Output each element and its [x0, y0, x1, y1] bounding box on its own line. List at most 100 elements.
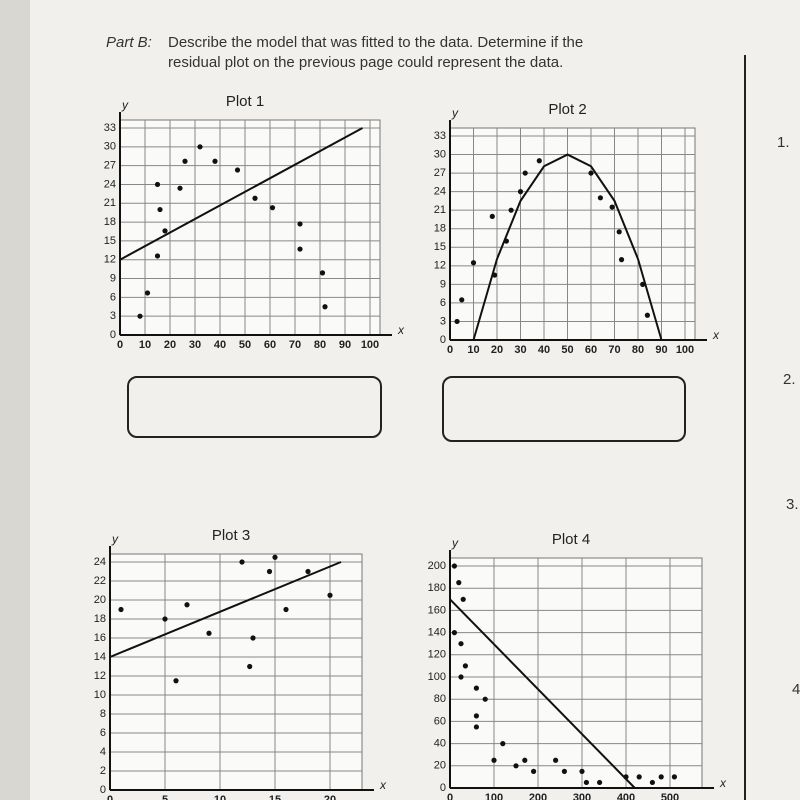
x-tick-label: 0: [117, 339, 123, 351]
x-tick-label: 10: [467, 344, 479, 356]
data-point: [458, 674, 464, 680]
data-point: [583, 779, 590, 786]
y-tick-label: 9: [110, 272, 116, 284]
y-tick-label: 21: [104, 197, 116, 209]
data-point: [118, 606, 124, 613]
y-tick-label: 8: [100, 708, 106, 720]
y-tick-label: 0: [100, 784, 106, 796]
y-axis-label: y: [451, 536, 459, 550]
data-point: [239, 559, 245, 565]
data-point: [234, 167, 241, 173]
data-point: [451, 630, 457, 636]
data-point: [184, 602, 190, 608]
x-axis-label: x: [712, 328, 720, 342]
y-tick-label: 3: [440, 315, 446, 327]
data-point: [618, 257, 625, 263]
data-point: [579, 768, 585, 774]
plot-area: [449, 557, 703, 789]
data-point: [597, 779, 603, 786]
y-tick-label: 14: [94, 651, 106, 663]
data-point: [640, 281, 646, 287]
data-point: [283, 606, 289, 613]
data-point: [456, 580, 462, 586]
data-point: [508, 207, 514, 213]
x-tick-label: 20: [324, 794, 336, 800]
y-tick-label: 18: [94, 613, 106, 625]
y-tick-label: 15: [104, 235, 116, 247]
y-tick-label: 0: [440, 782, 446, 794]
instruction-line: Describe the model that was fitted to th…: [168, 34, 583, 51]
data-point: [212, 158, 218, 164]
x-tick-label: 20: [491, 344, 503, 356]
y-tick-label: 12: [434, 260, 446, 272]
item-number: 4: [792, 681, 800, 698]
data-point: [137, 313, 143, 319]
data-point: [482, 696, 488, 702]
answer-box[interactable]: [127, 376, 382, 438]
y-tick-label: 24: [104, 178, 116, 190]
x-axis-label: x: [719, 776, 727, 790]
x-tick-label: 70: [289, 339, 301, 351]
data-point: [272, 554, 278, 560]
data-point: [500, 741, 506, 747]
x-axis-label: x: [379, 778, 387, 792]
y-tick-label: 10: [94, 689, 106, 701]
data-point: [454, 318, 460, 325]
x-tick-label: 10: [214, 794, 226, 800]
y-tick-label: 6: [440, 297, 446, 309]
data-point: [473, 685, 479, 691]
x-tick-label: 40: [538, 344, 550, 356]
data-point: [491, 757, 497, 763]
data-point: [561, 768, 568, 774]
answer-box[interactable]: [442, 376, 686, 442]
y-tick-label: 16: [94, 632, 106, 644]
data-point: [597, 195, 604, 201]
data-point: [269, 205, 276, 211]
y-tick-label: 80: [434, 693, 446, 705]
data-point: [197, 144, 203, 150]
x-tick-label: 20: [164, 339, 176, 351]
data-point: [177, 185, 183, 191]
y-tick-label: 30: [434, 148, 446, 160]
y-tick-label: 120: [428, 649, 446, 661]
data-point: [297, 221, 303, 227]
y-tick-label: 20: [94, 594, 106, 606]
x-tick-label: 0: [447, 344, 453, 356]
y-tick-label: 27: [434, 167, 446, 179]
y-tick-label: 20: [434, 760, 446, 772]
data-point: [671, 774, 678, 780]
x-tick-label: 300: [573, 792, 591, 800]
data-point: [162, 228, 168, 234]
x-tick-label: 90: [655, 344, 667, 356]
data-point: [458, 641, 464, 647]
y-tick-label: 180: [428, 582, 446, 594]
x-tick-label: 40: [214, 339, 226, 351]
y-tick-label: 0: [440, 334, 446, 346]
x-tick-label: 0: [107, 794, 113, 800]
y-tick-label: 24: [434, 186, 446, 198]
x-tick-label: 0: [447, 792, 453, 800]
x-tick-label: 200: [529, 792, 547, 800]
x-tick-label: 60: [264, 339, 276, 351]
x-axis-label: x: [397, 323, 405, 337]
data-point: [206, 630, 212, 636]
plot-area: [109, 553, 363, 791]
data-point: [658, 774, 664, 780]
data-point: [492, 272, 498, 278]
x-tick-label: 10: [139, 339, 151, 351]
data-point: [553, 757, 559, 763]
item-number: 3.: [786, 496, 799, 513]
y-tick-label: 140: [428, 627, 446, 639]
x-tick-label: 15: [269, 794, 281, 800]
data-point: [319, 270, 326, 276]
y-tick-label: 18: [434, 223, 446, 235]
fit-line: [119, 127, 363, 261]
chart-title: Plot 3: [212, 527, 250, 544]
data-point: [517, 189, 524, 195]
fit-line: [449, 598, 636, 789]
data-point: [489, 213, 495, 219]
data-point: [305, 568, 311, 575]
y-tick-label: 18: [104, 216, 116, 228]
y-tick-label: 12: [94, 670, 106, 682]
